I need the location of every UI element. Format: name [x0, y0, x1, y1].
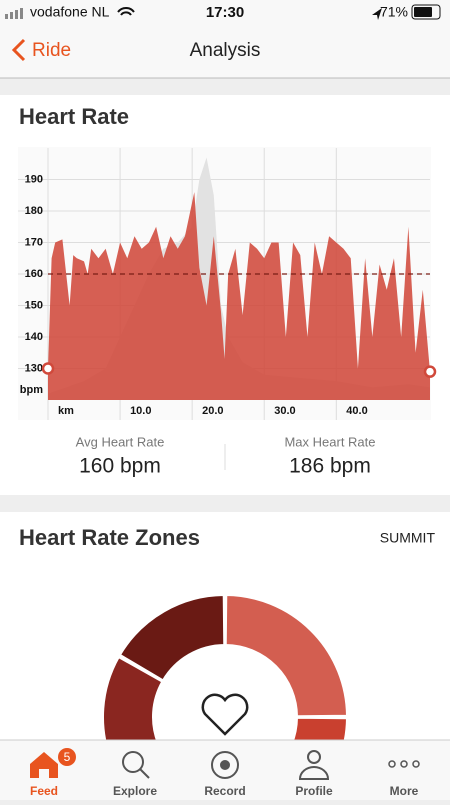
donut-segment: [118, 593, 226, 682]
stat-value: 160 bpm: [79, 455, 161, 478]
x-tick-label: 40.0: [346, 405, 367, 417]
card-title: Heart Rate Zones: [19, 525, 200, 550]
profile-icon[interactable]: [307, 750, 321, 764]
stat-value: 186 bpm: [289, 455, 371, 478]
zones-action[interactable]: SUMMIT: [380, 530, 436, 546]
endpoint-marker: [423, 365, 437, 378]
endpoint-marker: [41, 362, 55, 375]
y-tick-label: 130: [25, 362, 43, 374]
area: [48, 192, 430, 400]
tab-label[interactable]: Explore: [113, 784, 157, 798]
y-tick-label: 190: [25, 173, 43, 185]
battery: [411, 4, 441, 20]
carrier: vodafone NL: [30, 4, 110, 20]
x-tick-label: 30.0: [274, 405, 295, 417]
y-tick-label: 180: [25, 205, 43, 217]
y-tick-label: 160: [25, 268, 43, 280]
signal: [5, 8, 23, 19]
y-axis-label: bpm: [20, 384, 43, 396]
badge-count: 5: [64, 750, 71, 764]
clock: 17:30: [206, 4, 244, 21]
feed-icon[interactable]: [30, 752, 58, 778]
more-icon[interactable]: [388, 760, 420, 768]
heart-icon: [201, 693, 249, 736]
y-tick-label: 150: [25, 299, 43, 311]
tab-label[interactable]: More: [390, 784, 419, 798]
x-tick-label: 10.0: [130, 405, 151, 417]
profile-icon-body: [298, 766, 330, 780]
tab-label[interactable]: Feed: [30, 784, 58, 798]
nav-title: Analysis: [190, 40, 261, 61]
explore-icon-handle: [139, 768, 150, 779]
y-tick-label: 170: [25, 236, 43, 248]
location-icon: [372, 8, 382, 20]
card-title: Heart Rate: [19, 104, 129, 129]
x-tick-label: km: [58, 405, 74, 417]
tab-label[interactable]: Record: [204, 784, 245, 798]
y-tick-label: 140: [25, 331, 43, 343]
badge: [58, 748, 76, 766]
battery-text: 71%: [380, 4, 408, 20]
record-dot: [220, 760, 230, 770]
back-chevron[interactable]: [11, 38, 26, 62]
donut-segment: [224, 593, 349, 718]
explore-icon[interactable]: [122, 751, 144, 773]
stat-label: Max Heart Rate: [284, 434, 375, 449]
battery-level: [414, 7, 432, 17]
stat-label: Avg Heart Rate: [76, 434, 165, 449]
record-icon[interactable]: [211, 751, 239, 779]
x-tick-label: 20.0: [202, 405, 223, 417]
back-button[interactable]: Ride: [32, 40, 71, 61]
donut-segment: [102, 655, 164, 763]
tab-label[interactable]: Profile: [295, 784, 333, 798]
wifi-icon: [117, 7, 135, 16]
